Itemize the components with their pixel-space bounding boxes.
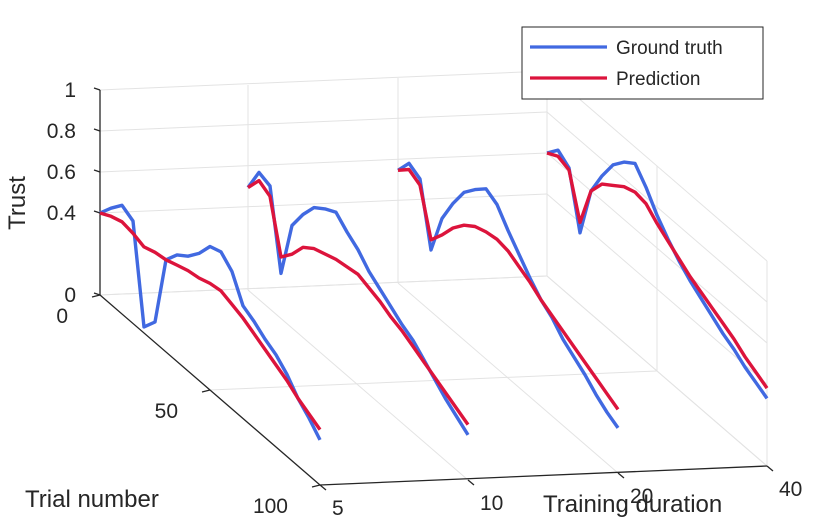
ground-truth-line-x20 — [397, 161, 620, 429]
y-tick-label: 50 — [155, 400, 178, 423]
z-tick-mark — [93, 128, 101, 132]
y-tick-label: 0 — [56, 305, 68, 328]
legend-label-prediction: Prediction — [616, 69, 701, 90]
ground-truth-line-x40 — [546, 148, 769, 400]
x-tick-mark — [617, 472, 625, 479]
wall-grid-horizontal — [99, 111, 548, 132]
floor-grid-x-line — [247, 289, 469, 481]
y-tick-mark — [201, 389, 211, 393]
z-tick-label: 0.4 — [47, 202, 77, 225]
y-axis-label: Trial number — [25, 486, 159, 513]
z-tick-mark — [93, 87, 101, 91]
x-tick-label: 20 — [630, 485, 653, 508]
y-tick-mark — [311, 484, 321, 488]
x-axis-line — [319, 465, 768, 486]
chart-axes — [91, 87, 774, 491]
x-tick-mark — [766, 465, 774, 472]
x-tick-label: 5 — [332, 497, 344, 520]
wall-grid-horizontal — [99, 70, 548, 91]
y-tick-label: 100 — [253, 495, 288, 518]
z-axis-label: Trust — [4, 176, 31, 230]
floor-grid-x-line — [397, 282, 619, 474]
z-tick-mark — [93, 210, 101, 214]
series-lines — [99, 148, 769, 441]
z-tick-label: 0.8 — [47, 120, 76, 143]
wall-grid-horizontal — [99, 275, 548, 296]
wall-grid-horizontal — [99, 193, 548, 214]
legend-label-ground-truth: Ground truth — [616, 38, 723, 59]
prediction-line-x20 — [397, 167, 620, 411]
prediction-line-x5 — [99, 211, 322, 431]
z-tick-label: 0.6 — [47, 161, 76, 184]
legend-box — [521, 26, 764, 100]
x-tick-mark — [467, 479, 475, 486]
x-tick-mark — [319, 484, 327, 491]
x-tick-label: 10 — [480, 492, 503, 515]
ground-truth-line-x5 — [99, 203, 322, 441]
z-tick-mark — [93, 169, 101, 173]
z-tick-label: 1 — [64, 79, 76, 102]
z-tick-label: 0 — [64, 284, 76, 307]
x-axis-label: Training duration — [543, 491, 722, 518]
y-tick-mark — [91, 294, 101, 298]
prediction-line-x10 — [247, 178, 470, 426]
ground-truth-line-x10 — [246, 170, 470, 436]
x-tick-label: 40 — [779, 478, 802, 501]
legend: Ground truth Prediction — [521, 26, 764, 100]
prediction-line-x40 — [546, 151, 769, 390]
wall-grid-horizontal — [99, 152, 548, 173]
